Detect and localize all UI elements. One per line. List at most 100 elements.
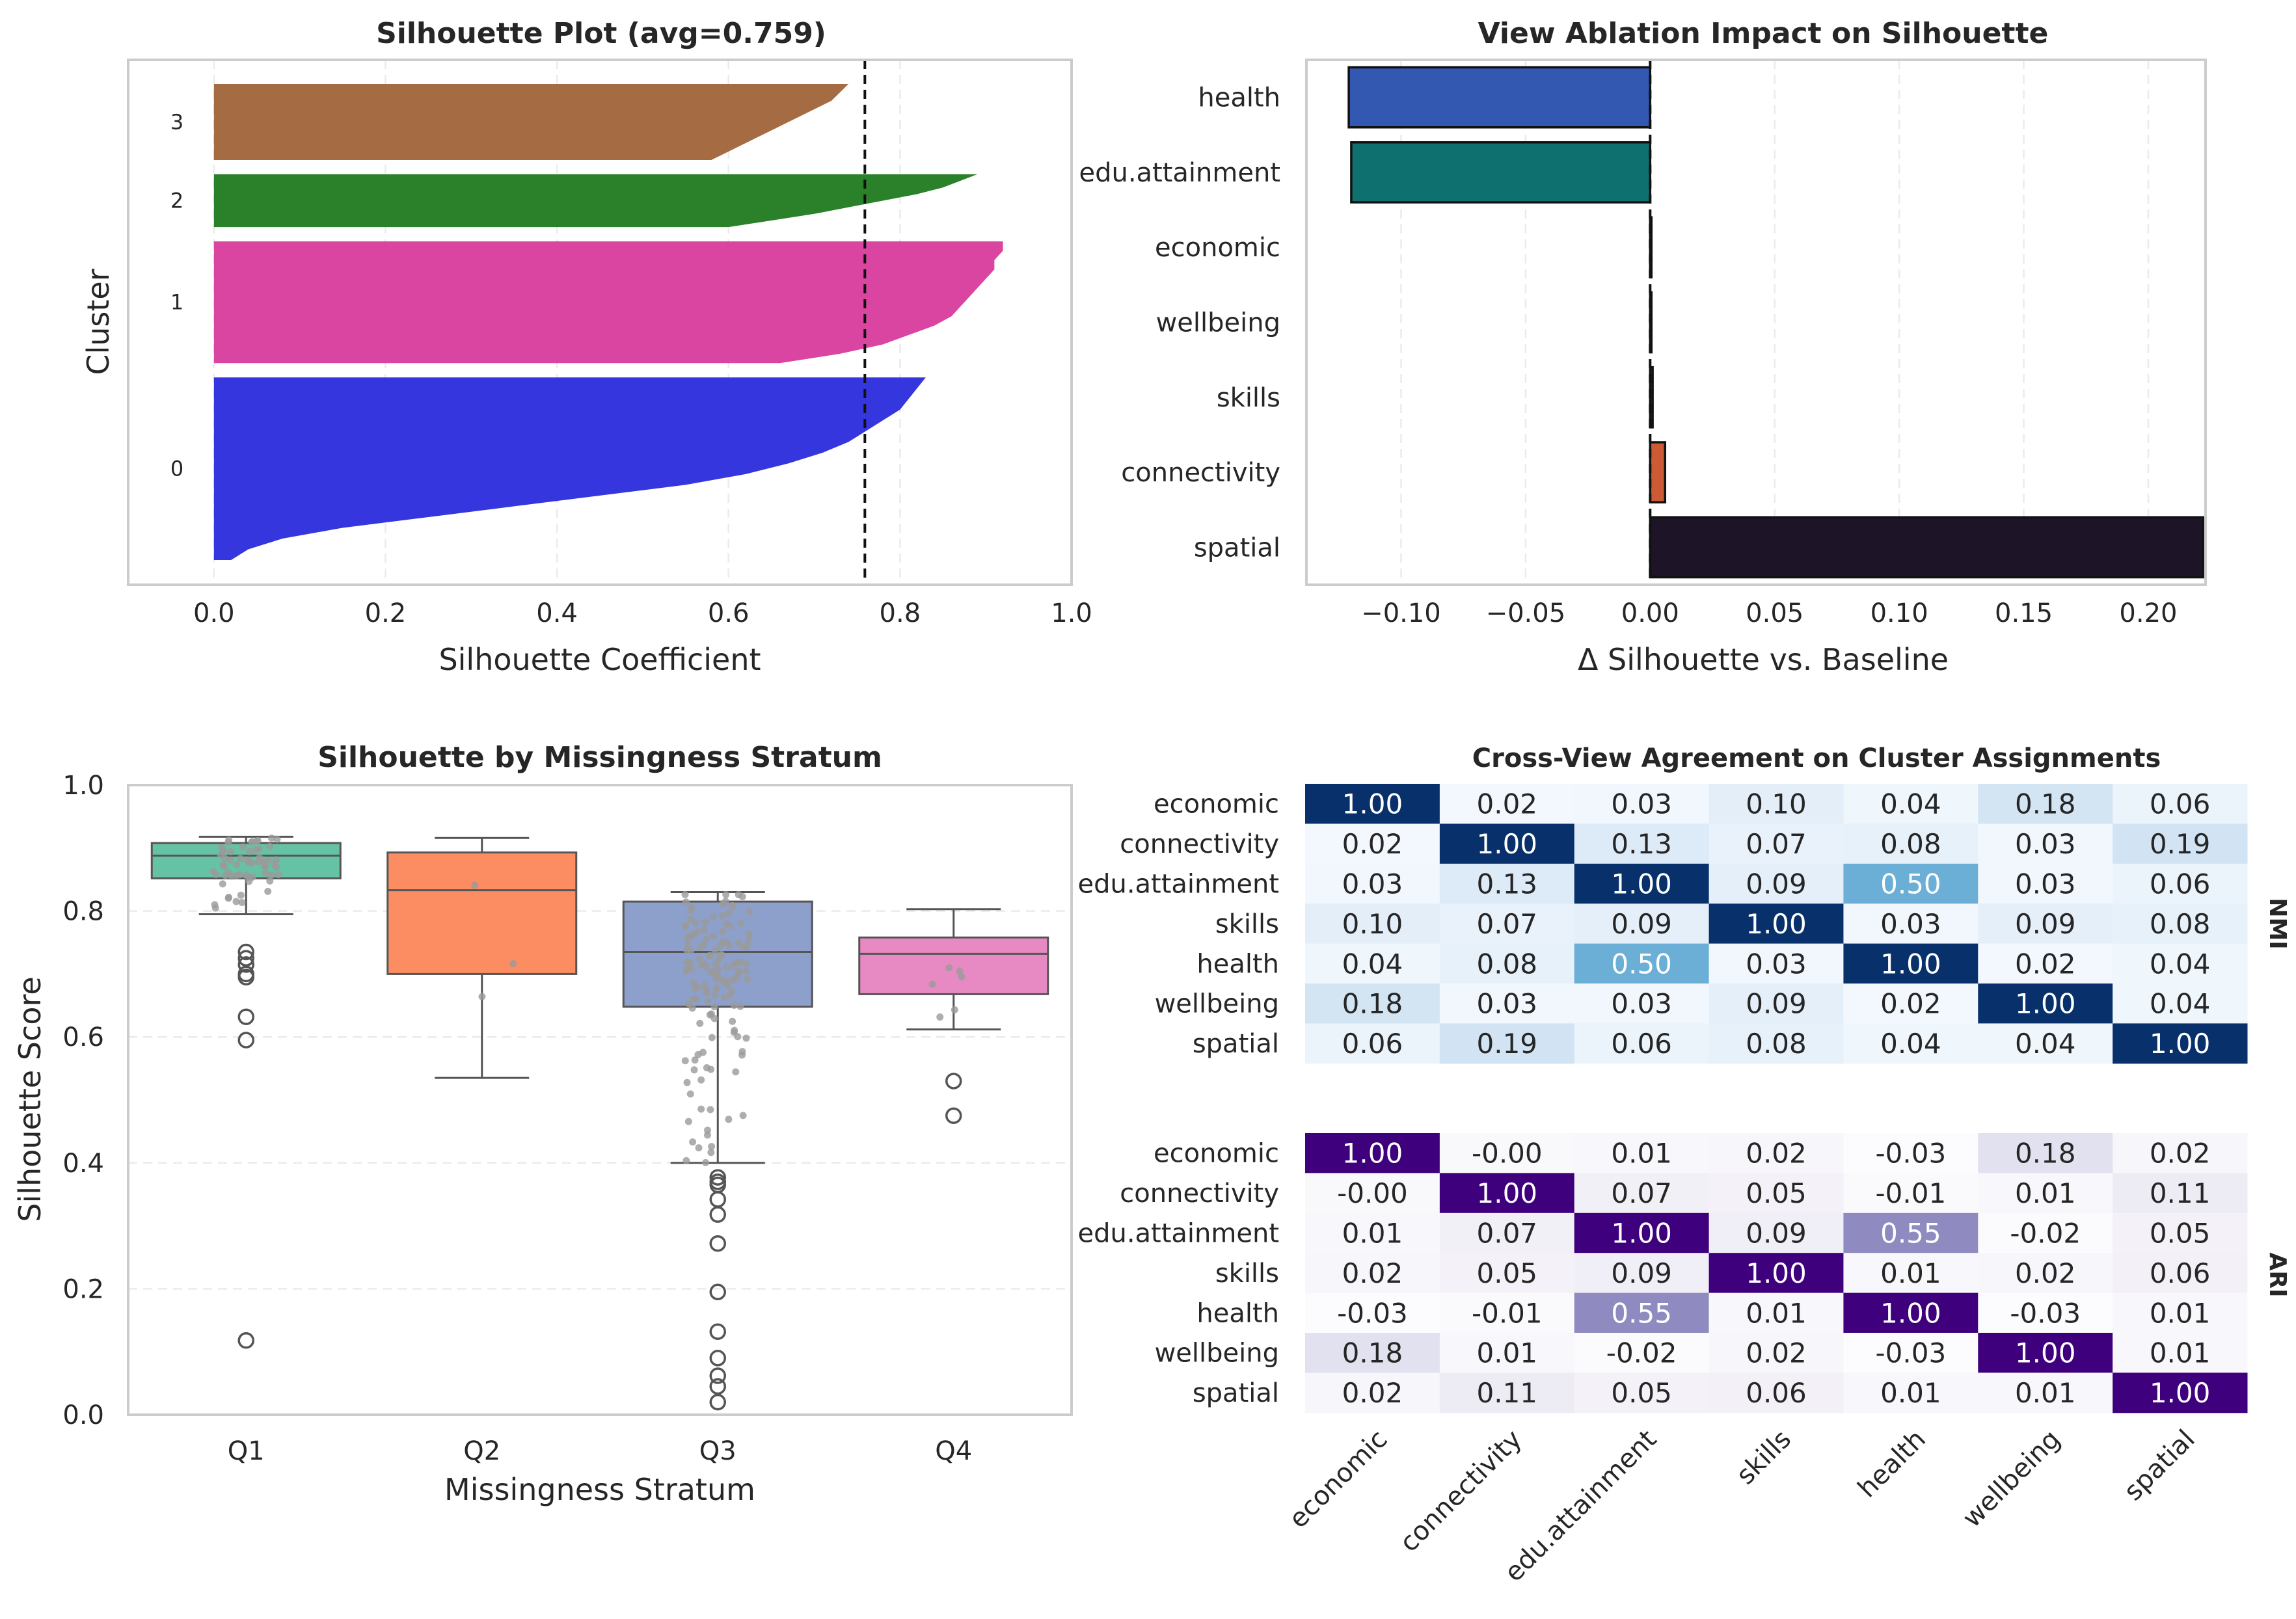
heatmap-cell (1305, 1292, 1440, 1333)
heatmap-cell-value: 1.00 (1880, 1297, 1941, 1329)
stratum-sample-point (239, 843, 247, 851)
heatmap-cell (1843, 1023, 1979, 1064)
heatmap-cell (1439, 943, 1575, 984)
stratum-sample-point (713, 971, 721, 979)
ablation-bar-spatial (1649, 516, 2204, 579)
heatmap-cell (1439, 1292, 1575, 1333)
ablation-title: View Ablation Impact on Silhouette (1478, 17, 2049, 50)
stratum-sample-point (471, 881, 479, 889)
heatmap-cell (1708, 1023, 1844, 1064)
heatmap-cell (1978, 1292, 2113, 1333)
stratum-sample-point (256, 853, 263, 861)
stratum-grid (128, 910, 1072, 1290)
heatmap-cell-value: 0.03 (2015, 868, 2076, 900)
stratum-sample-point (245, 877, 253, 885)
stratum-title: Silhouette by Missingness Stratum (317, 741, 882, 774)
stratum-outlier (237, 950, 254, 967)
stratum-sample-point (694, 1050, 702, 1058)
stratum-sample-point (694, 928, 701, 935)
heatmap-cell-value: 0.11 (2150, 1177, 2211, 1209)
stratum-sample-point (686, 1090, 694, 1098)
stratum-sample-point (713, 985, 721, 993)
heatmap-cell (1574, 983, 1710, 1024)
heatmap-row-label: wellbeing (1155, 1339, 1279, 1369)
stratum-sample-point (729, 1017, 736, 1025)
heatmap-cell-value: 0.09 (1746, 1218, 1807, 1250)
heatmap-cell-value: 1.00 (1342, 1138, 1403, 1170)
stratum-sample-point (722, 963, 730, 971)
heatmap-cell (1708, 943, 1844, 984)
heatmap-cell (1305, 1023, 1440, 1064)
heatmap-cell-value: 0.06 (2150, 1257, 2211, 1289)
silhouette-x-tick: 0.6 (708, 598, 750, 628)
stratum-sample-point (684, 935, 692, 943)
heatmap-cell-value: 0.03 (1746, 948, 1807, 980)
heatmap-cell-value: 0.03 (1477, 988, 1538, 1020)
stratum-sample-point (733, 959, 741, 967)
heatmap-cell (1843, 823, 1979, 864)
heatmap-cell (1305, 1333, 1440, 1373)
heatmap-cell (1843, 1372, 1979, 1413)
ablation-panel: View Ablation Impact on Silhouette healt… (1079, 17, 2207, 677)
heatmap-cell-value: -0.02 (1606, 1337, 1677, 1369)
stratum-sample-point (737, 919, 745, 927)
heatmap-cell-value: 0.18 (1342, 988, 1403, 1020)
heatmap-cell (1439, 1173, 1575, 1214)
silhouette-panel: Silhouette Plot (avg=0.759) 0.0 0.2 0.4 0.6… (81, 17, 1092, 677)
heatmap-cell-value: 0.50 (1611, 948, 1672, 980)
heatmap-cell (1574, 1133, 1710, 1173)
stratum-sample-point (719, 928, 727, 935)
heatmap-cell-value: -0.01 (1876, 1177, 1947, 1209)
stratum-sample-point (478, 993, 486, 1000)
heatmap-column-label: wellbeing (1957, 1425, 2066, 1534)
heatmap-cell (1708, 1212, 1844, 1253)
heatmap-cell (1978, 1133, 2113, 1173)
stratum-sample-point (727, 922, 735, 930)
heatmap-cell-value: 0.03 (1611, 788, 1672, 820)
stratum-outlier (945, 1073, 962, 1090)
stratum-sample-point (219, 880, 226, 888)
silhouette-x-tick: 0.4 (536, 598, 578, 628)
heatmap-row-label: skills (1215, 909, 1279, 939)
heatmap-row-label: connectivity (1120, 1179, 1279, 1209)
heatmap-cell-value: 1.00 (2150, 1377, 2211, 1409)
stratum-sample-point (738, 892, 746, 900)
heatmap-cell-value: 0.18 (2015, 788, 2076, 820)
stratum-sample-point (689, 995, 697, 1003)
ablation-x-tick: −0.10 (1361, 598, 1441, 628)
stratum-sample-point (746, 930, 753, 938)
stratum-sample-point (736, 1002, 744, 1010)
stratum-sample-point (742, 959, 750, 967)
stratum-y-tick: 0.2 (62, 1274, 104, 1304)
heatmap-cell (1708, 823, 1844, 864)
stratum-sample-point (928, 980, 936, 988)
heatmap-cell (1439, 784, 1575, 824)
heatmap-cell (1574, 1372, 1710, 1413)
stratum-y-tick: 1.0 (62, 771, 104, 801)
heatmap-cell (1843, 943, 1979, 984)
heatmap-cell (1978, 983, 2113, 1024)
heatmap-cell-value: 0.55 (1880, 1218, 1941, 1250)
stratum-sample-point (682, 946, 690, 954)
silhouette-cluster-label: 2 (170, 189, 183, 213)
heatmap-cell (1439, 903, 1575, 944)
stratum-outlier (237, 1008, 254, 1025)
heatmap-cell (2113, 863, 2248, 904)
heatmap-cell (1843, 1173, 1979, 1214)
heatmap-cell (1574, 784, 1710, 824)
stratum-outlier (709, 1206, 726, 1223)
stratum-sample-point (730, 1001, 738, 1009)
silhouette-x-tick: 1.0 (1051, 598, 1092, 628)
heatmap-cell-value: 0.04 (1880, 788, 1941, 820)
heatmap-cell (1843, 1292, 1979, 1333)
stratum-sample-point (700, 982, 708, 990)
stratum-outlier (945, 1107, 962, 1124)
stratum-sample-point (711, 947, 719, 955)
stratum-sample-point (720, 978, 727, 986)
heatmap-cell-value: 1.00 (1611, 1218, 1672, 1250)
heatmap-cell (1978, 1253, 2113, 1294)
stratum-outlier (237, 956, 254, 973)
stratum-sample-point (691, 1056, 699, 1064)
heatmap-column-label: skills (1731, 1425, 1797, 1491)
heatmap-cell (1708, 1333, 1844, 1373)
